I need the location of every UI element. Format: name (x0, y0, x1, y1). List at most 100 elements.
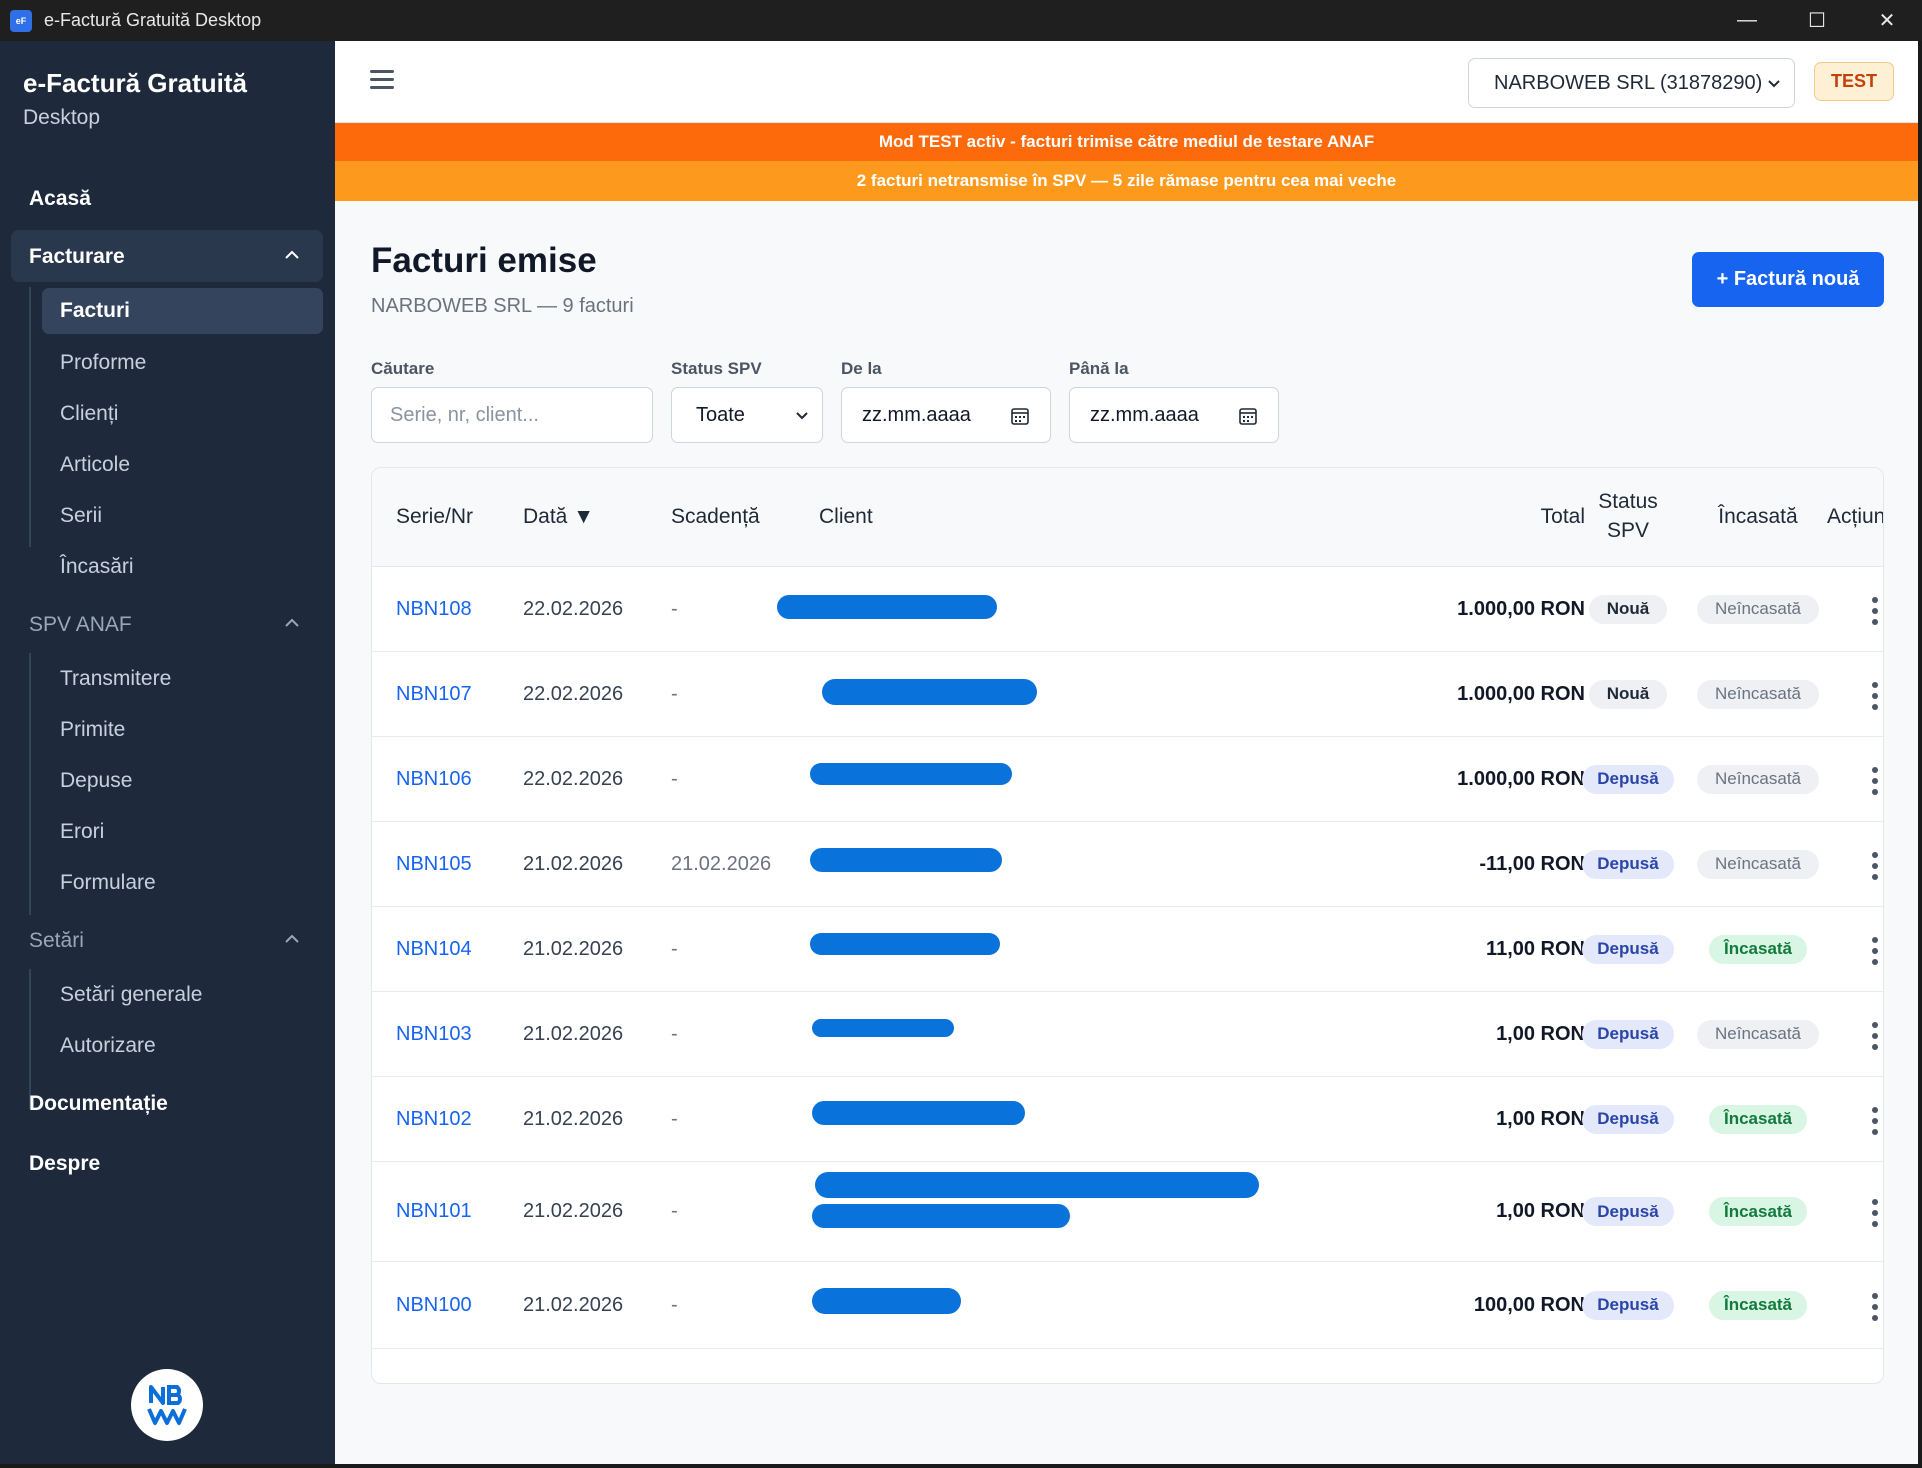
date-from-label: De la (841, 359, 882, 378)
nav-item-autorizare[interactable]: Autorizare (60, 1034, 156, 1057)
column-header-incasata[interactable]: Încasată (1718, 505, 1798, 528)
nav-item-depuse[interactable]: Depuse (60, 769, 133, 792)
date-from-input[interactable]: zz.mm.aaaa (841, 387, 1051, 443)
nav-item-setari-generale[interactable]: Setări generale (60, 983, 203, 1006)
status-spv-select[interactable]: Toate (671, 387, 823, 443)
chevron-down-icon (796, 412, 808, 420)
date-to-label: Până la (1069, 359, 1129, 378)
invoice-number-link[interactable]: NBN100 (396, 1293, 472, 1316)
chevron-up-icon[interactable] (283, 614, 301, 632)
nav-item-serii[interactable]: Serii (60, 504, 103, 527)
client-name-redacted (810, 933, 1000, 955)
company-select[interactable]: NARBOWEB SRL (31878290) (1468, 58, 1795, 108)
close-button[interactable]: ✕ (1878, 10, 1896, 32)
column-header-status-line1[interactable]: Status (1598, 490, 1658, 513)
spv-status-badge: Depusă (1582, 764, 1674, 794)
minimize-button[interactable]: — (1737, 9, 1757, 31)
row-actions-menu-icon[interactable] (1872, 936, 1880, 965)
row-actions-menu-icon[interactable] (1872, 681, 1880, 710)
calendar-icon[interactable] (1010, 406, 1030, 426)
row-actions-menu-icon[interactable] (1872, 1106, 1880, 1135)
invoice-number-link[interactable]: NBN104 (396, 937, 472, 960)
table-row[interactable]: NBN108 22.02.2026 - 1.000,00 RON Nouă Neîncas… (372, 567, 1883, 652)
nav-group-facturare[interactable]: Facturare (29, 245, 125, 268)
column-header-data[interactable]: Dată ▼ (523, 505, 594, 529)
row-actions-menu-icon[interactable] (1872, 1292, 1880, 1321)
client-name-redacted (810, 848, 1002, 872)
row-actions-menu-icon[interactable] (1872, 851, 1880, 880)
chevron-down-icon (1768, 80, 1780, 88)
payment-status-badge: Încasată (1709, 1290, 1807, 1320)
invoice-date: 21.02.2026 (523, 937, 624, 960)
nav-divider (29, 653, 31, 915)
maximize-button[interactable]: ☐ (1808, 10, 1826, 32)
sort-desc-icon: ▼ (573, 505, 594, 528)
payment-status-badge: Încasată (1709, 1104, 1807, 1134)
nav-item-incasari[interactable]: Încasări (60, 555, 134, 578)
app-icon: eF (10, 9, 32, 32)
table-row[interactable]: NBN101 21.02.2026 - 1,00 RON Depusă Încasată (372, 1162, 1883, 1262)
status-spv-label: Status SPV (671, 359, 762, 378)
column-header-serie[interactable]: Serie/Nr (396, 505, 474, 528)
nav-item-formulare[interactable]: Formulare (60, 871, 156, 894)
table-row[interactable]: NBN100 21.02.2026 - 100,00 RON Depusă Încasat… (372, 1262, 1883, 1349)
invoice-date: 22.02.2026 (523, 767, 624, 790)
date-to-input[interactable]: zz.mm.aaaa (1069, 387, 1279, 443)
invoice-number-link[interactable]: NBN102 (396, 1107, 472, 1130)
test-mode-badge: TEST (1814, 62, 1894, 101)
row-actions-menu-icon[interactable] (1872, 596, 1880, 625)
invoice-number-link[interactable]: NBN103 (396, 1022, 472, 1045)
table-row[interactable]: NBN104 21.02.2026 - 11,00 RON Depusă Încasată (372, 907, 1883, 992)
nav-item-proforme[interactable]: Proforme (60, 351, 147, 374)
calendar-icon[interactable] (1238, 406, 1258, 426)
table-row[interactable]: NBN103 21.02.2026 - 1,00 RON Depusă Neîncasat… (372, 992, 1883, 1077)
spv-status-badge: Depusă (1582, 1019, 1674, 1049)
new-invoice-button[interactable]: + Factură nouă (1692, 252, 1884, 307)
invoice-date: 21.02.2026 (523, 1200, 624, 1222)
table-row[interactable]: NBN107 22.02.2026 - 1.000,00 RON Nouă Neîncas… (372, 652, 1883, 737)
nav-item-facturi[interactable]: Facturi (60, 299, 131, 322)
column-header-total[interactable]: Total (1540, 505, 1585, 528)
nav-acasa[interactable]: Acasă (29, 187, 91, 210)
nav-group-setari[interactable]: Setări (29, 929, 84, 952)
search-input[interactable]: Serie, nr, client... (371, 387, 653, 443)
invoice-total: -11,00 RON (1479, 852, 1585, 875)
nav-divider (29, 287, 31, 547)
nbw-logo-icon (147, 1385, 187, 1425)
invoice-number-link[interactable]: NBN101 (396, 1200, 472, 1222)
nav-divider (29, 969, 31, 1109)
invoice-number-link[interactable]: NBN106 (396, 767, 472, 790)
table-row[interactable]: NBN106 22.02.2026 - 1.000,00 RON Depusă Neînc… (372, 737, 1883, 822)
payment-status-badge: Încasată (1709, 1197, 1807, 1226)
invoice-number-link[interactable]: NBN105 (396, 852, 472, 875)
row-actions-menu-icon[interactable] (1872, 766, 1880, 795)
hamburger-menu-icon[interactable] (370, 70, 394, 90)
company-select-value: NARBOWEB SRL (31878290) (1494, 71, 1763, 94)
invoice-due-date: 21.02.2026 (671, 852, 772, 875)
nav-item-erori[interactable]: Erori (60, 820, 105, 843)
column-header-actiuni: Acțiuni (1827, 505, 1884, 528)
topbar: NARBOWEB SRL (31878290) TEST (335, 41, 1918, 123)
row-actions-menu-icon[interactable] (1872, 1021, 1880, 1050)
nav-group-spv-anaf[interactable]: SPV ANAF (29, 613, 132, 636)
nav-despre[interactable]: Despre (29, 1152, 101, 1175)
invoice-number-link[interactable]: NBN108 (396, 597, 472, 620)
nav-item-primite[interactable]: Primite (60, 718, 126, 741)
table-row[interactable]: NBN105 21.02.2026 21.02.2026 -11,00 RON Depu… (372, 822, 1883, 907)
search-placeholder: Serie, nr, client... (390, 403, 539, 426)
brand-subtitle: Desktop (23, 106, 101, 129)
nav-item-clienti[interactable]: Clienți (60, 402, 119, 425)
column-header-client[interactable]: Client (819, 505, 873, 528)
nav-item-articole[interactable]: Articole (60, 453, 131, 476)
chevron-up-icon[interactable] (283, 246, 301, 264)
chevron-up-icon[interactable] (283, 930, 301, 948)
client-name-redacted (812, 1204, 1070, 1228)
invoice-number-link[interactable]: NBN107 (396, 682, 472, 705)
nav-item-transmitere[interactable]: Transmitere (60, 667, 172, 690)
test-mode-banner: Mod TEST activ - facturi trimise către m… (335, 123, 1918, 161)
nav-documentatie[interactable]: Documentație (29, 1092, 168, 1115)
column-header-scadenta[interactable]: Scadență (671, 505, 760, 528)
column-header-status-line2[interactable]: SPV (1606, 519, 1650, 542)
table-row[interactable]: NBN102 21.02.2026 - 1,00 RON Depusă Încasată (372, 1077, 1883, 1162)
row-actions-menu-icon[interactable] (1872, 1199, 1880, 1227)
